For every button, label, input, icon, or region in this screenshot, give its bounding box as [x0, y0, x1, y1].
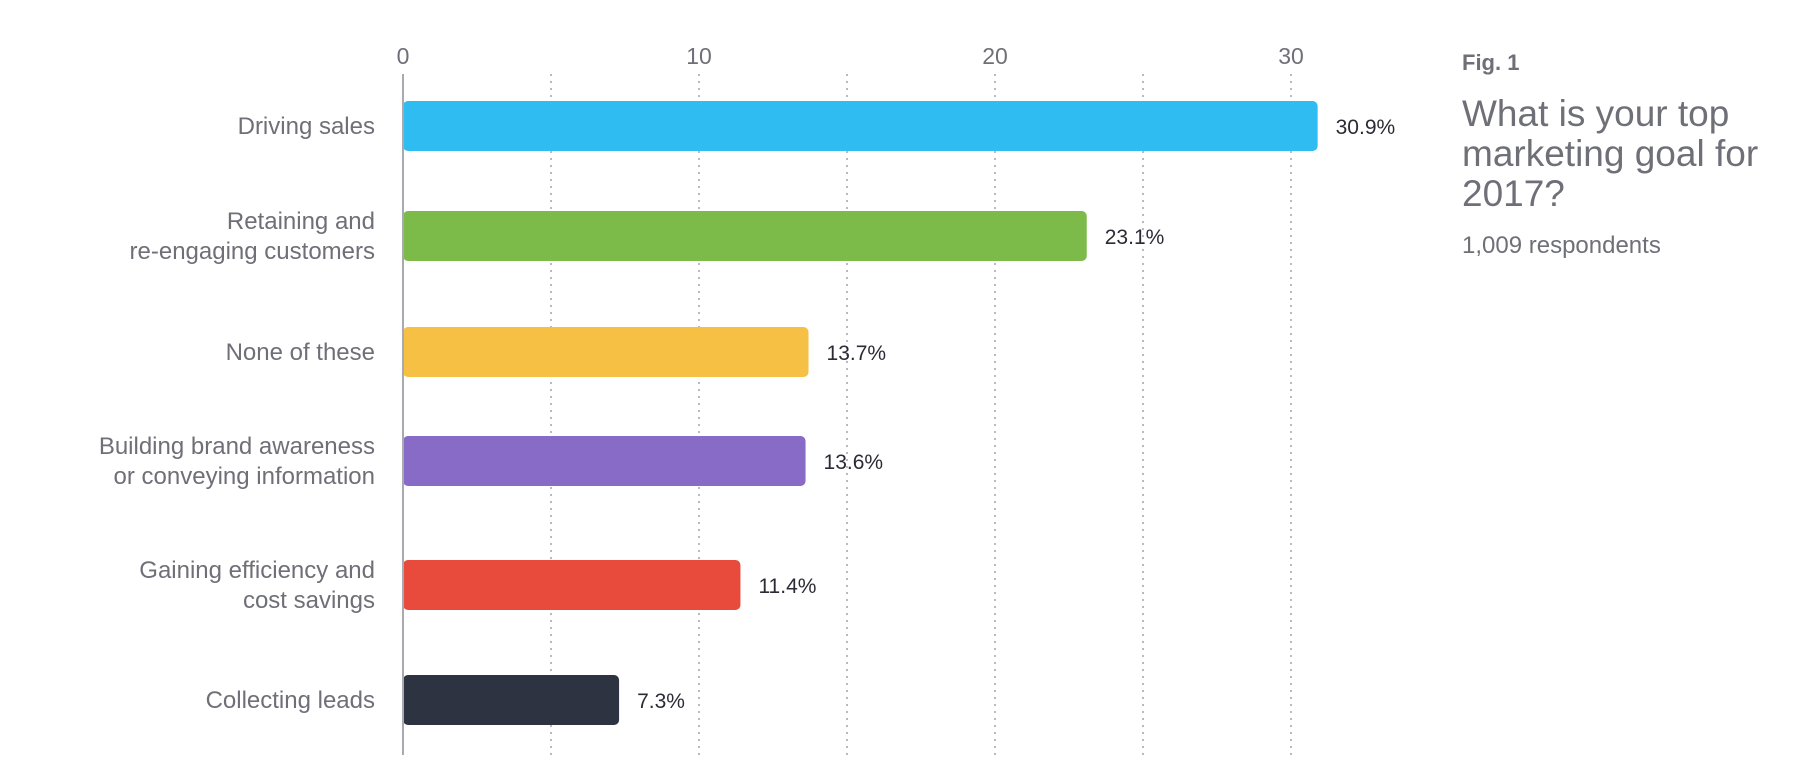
- data-label: 7.3%: [637, 690, 685, 713]
- category-label: Gaining efficiency and cost savings: [139, 557, 375, 614]
- data-label: 13.7%: [827, 342, 887, 365]
- category-label: Building brand awareness or conveying inf…: [99, 433, 375, 490]
- category-label: Driving sales: [238, 113, 375, 140]
- bar: [403, 436, 806, 486]
- data-label: 13.6%: [824, 451, 884, 474]
- bar: [403, 101, 1318, 151]
- x-tick-label: 0: [397, 43, 410, 69]
- category-label: Collecting leads: [206, 687, 375, 714]
- chart-caption: Fig. 1 What is your top marketing goal f…: [1462, 50, 1782, 260]
- data-label: 23.1%: [1105, 226, 1165, 249]
- x-tick-label: 30: [1278, 43, 1304, 69]
- bar-chart: 0 10 20 30 Driving sales 30.9% Retaining and re…: [99, 43, 1396, 755]
- data-label: 11.4%: [758, 575, 816, 598]
- bar: [403, 675, 620, 725]
- data-label: 30.9%: [1336, 116, 1396, 139]
- bar: [403, 211, 1087, 261]
- figure-label: Fig. 1: [1462, 50, 1520, 75]
- chart-subtitle: 1,009 respondents: [1462, 232, 1661, 259]
- chart-title: What is your top marketing goal for 2017…: [1462, 93, 1759, 214]
- category-label: Retaining and re-engaging customers: [130, 208, 375, 265]
- bar: [403, 327, 809, 377]
- x-tick-label: 10: [686, 43, 712, 69]
- x-tick-label: 20: [982, 43, 1008, 69]
- category-label: None of these: [226, 339, 375, 366]
- bar: [403, 560, 741, 610]
